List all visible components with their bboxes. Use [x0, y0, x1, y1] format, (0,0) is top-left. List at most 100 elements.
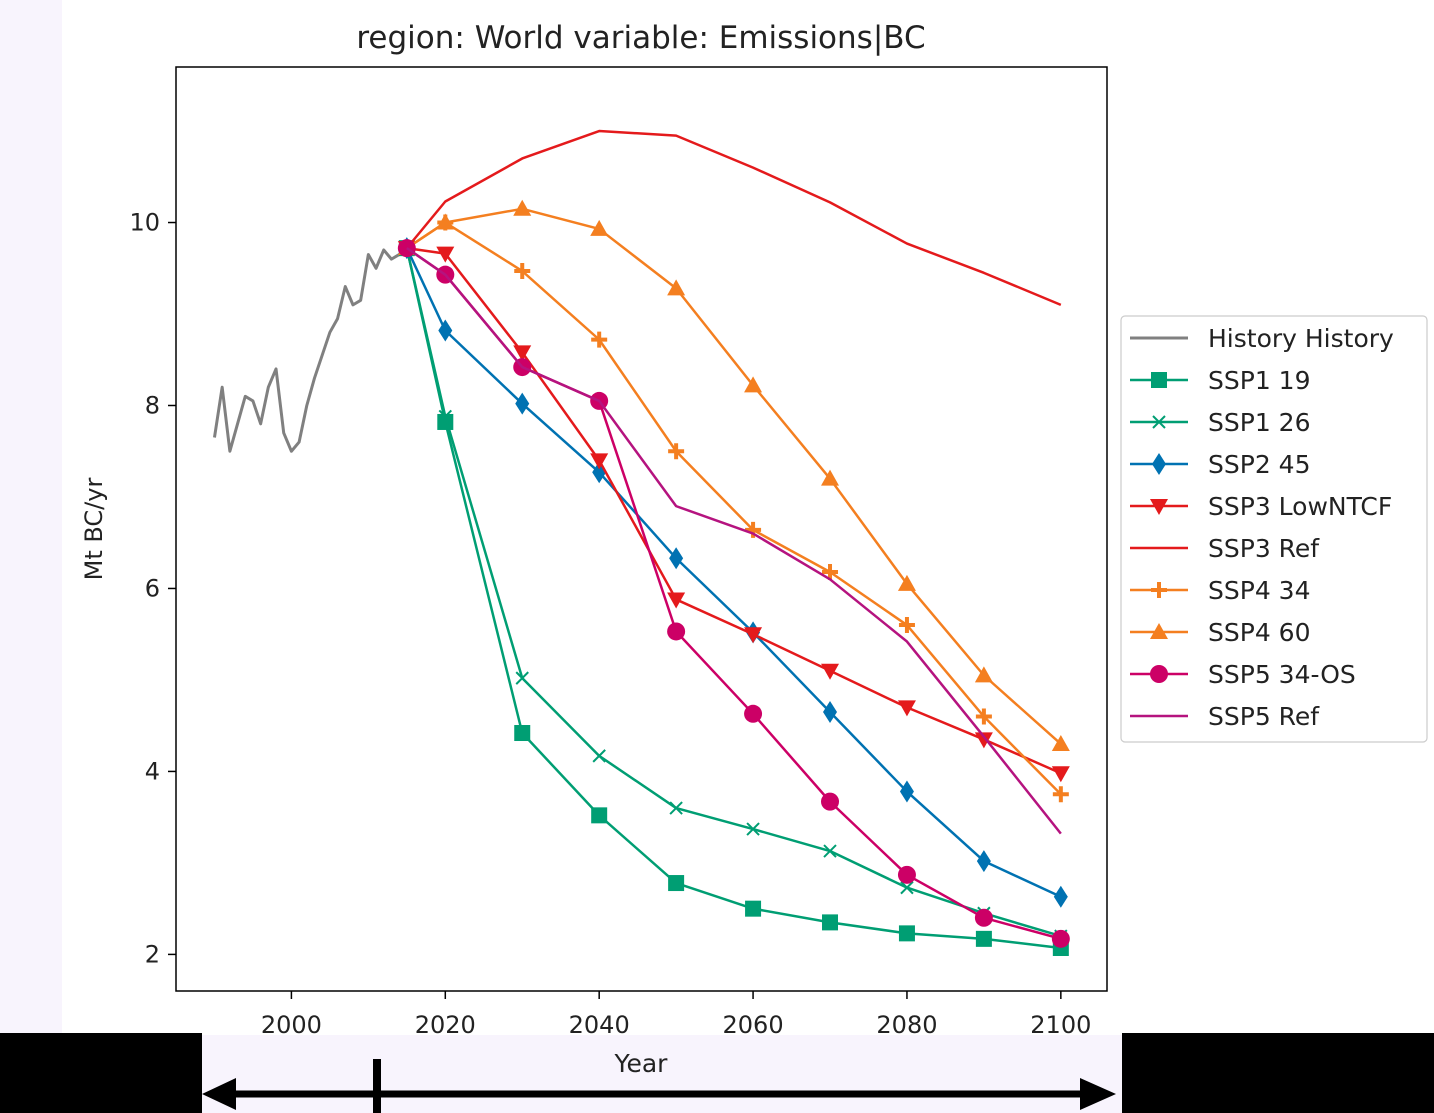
data-point	[897, 700, 916, 717]
series-line	[406, 247, 1062, 835]
data-point	[744, 704, 763, 723]
legend-swatch-marker	[1151, 372, 1167, 388]
data-point	[436, 213, 455, 230]
arrow-right-head	[1080, 1078, 1116, 1110]
legend-item: SSP3 Ref	[1130, 534, 1320, 563]
legend-label: SSP3 Ref	[1208, 534, 1320, 563]
y-axis-ticks: 2 4 6 8 10	[129, 209, 176, 968]
black-bar-right	[1122, 1033, 1434, 1113]
arrow-left-head	[202, 1078, 236, 1110]
data-point	[591, 807, 608, 824]
legend-item: SSP4 34	[1130, 576, 1310, 605]
legend-item: SSP5 Ref	[1130, 702, 1320, 731]
y-tick-label: 2	[145, 940, 160, 968]
legend-label: SSP2 45	[1208, 450, 1310, 479]
series-line	[212, 246, 408, 453]
x-tick-label: 2080	[876, 1011, 937, 1039]
y-tick-label: 8	[145, 391, 160, 419]
data-point	[1053, 885, 1068, 908]
data-point	[744, 376, 763, 393]
legend-item: SSP3 LowNTCF	[1130, 492, 1392, 521]
black-bar-left	[0, 1033, 202, 1113]
data-point	[900, 880, 914, 895]
series-line	[405, 129, 1062, 307]
data-point	[899, 780, 914, 803]
legend-label: SSP5 34-OS	[1208, 660, 1356, 689]
data-point	[513, 345, 532, 362]
x-axis-label: Year	[614, 1049, 669, 1078]
data-point	[746, 822, 760, 836]
data-point	[669, 547, 684, 570]
series-5	[405, 129, 1062, 307]
legend-label: SSP1 19	[1208, 366, 1310, 395]
legend-item: History History	[1130, 324, 1394, 353]
data-point	[821, 663, 840, 680]
legend-item: SSP2 45	[1130, 450, 1310, 479]
legend-label: SSP4 34	[1208, 576, 1310, 605]
x-tick-label: 2000	[261, 1011, 322, 1039]
data-point	[438, 409, 453, 424]
series-line	[406, 246, 1062, 775]
data-point	[436, 246, 455, 263]
x-axis-ticks: 2000 2020 2040 2060 2080 2100	[261, 991, 1091, 1039]
series-0	[212, 246, 408, 453]
series-layer	[212, 129, 1070, 957]
data-point	[515, 671, 529, 685]
data-point	[823, 700, 838, 723]
chart-title: region: World variable: Emissions|BC	[356, 20, 925, 56]
data-point	[975, 708, 992, 725]
y-axis-label: Mt BC/yr	[80, 478, 108, 581]
data-point	[592, 749, 606, 763]
legend-swatch-marker	[1150, 665, 1168, 683]
legend-item: SSP5 34-OS	[1130, 660, 1356, 689]
series-line	[405, 247, 1062, 938]
data-point	[590, 219, 609, 236]
y-tick-label: 6	[145, 574, 160, 602]
legend-swatch-marker	[1151, 582, 1167, 598]
data-point	[1051, 734, 1070, 751]
data-point	[976, 850, 991, 873]
legend-label: SSP3 LowNTCF	[1208, 492, 1392, 521]
data-point	[745, 521, 762, 538]
data-point	[898, 617, 915, 634]
x-tick-label: 2040	[569, 1011, 630, 1039]
data-point	[514, 725, 531, 742]
data-point	[668, 875, 685, 892]
data-point	[591, 331, 608, 348]
data-point	[974, 666, 993, 683]
legend-label: SSP1 26	[1208, 408, 1310, 437]
series-line	[405, 247, 1062, 898]
data-point	[514, 263, 531, 280]
data-point	[667, 279, 686, 296]
data-point	[822, 563, 839, 580]
legend-swatch-marker	[1152, 415, 1166, 429]
data-point	[897, 865, 916, 884]
data-point	[821, 792, 840, 811]
data-point	[822, 914, 839, 931]
legend-label: SSP5 Ref	[1208, 702, 1320, 731]
data-point	[823, 844, 837, 858]
legend-box	[1120, 315, 1428, 743]
data-point	[668, 443, 685, 460]
y-tick-label: 4	[145, 757, 160, 785]
legend-swatch-marker	[1152, 453, 1166, 475]
data-point	[744, 627, 763, 644]
data-point	[974, 732, 993, 749]
legend-item: SSP1 19	[1130, 366, 1310, 395]
y-tick-label: 10	[129, 209, 160, 237]
data-point	[590, 453, 609, 470]
legend-swatch-marker	[1150, 499, 1168, 515]
data-point	[667, 622, 686, 641]
legend-item: SSP1 26	[1130, 408, 1310, 437]
legend-swatch-marker	[1150, 623, 1168, 639]
data-point	[974, 908, 993, 927]
x-tick-label: 2060	[723, 1011, 784, 1039]
data-point	[669, 801, 683, 815]
data-point	[897, 574, 916, 591]
series-line	[406, 207, 1062, 745]
legend: History History SSP1 19 SSP1 26 SSP2 45 SSP3…	[1130, 324, 1394, 731]
series-line	[405, 247, 1061, 950]
data-point	[898, 925, 915, 942]
